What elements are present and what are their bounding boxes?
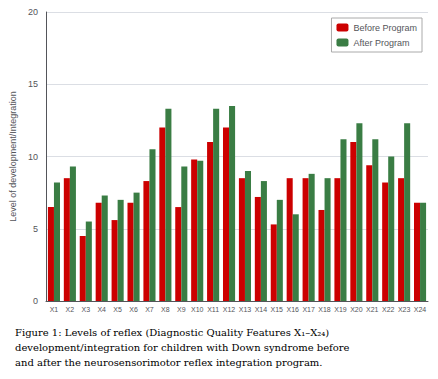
svg-text:10: 10 — [28, 152, 38, 162]
svg-text:X20: X20 — [350, 306, 363, 313]
svg-text:X16: X16 — [286, 306, 299, 313]
svg-text:X21: X21 — [366, 306, 379, 313]
svg-text:15: 15 — [28, 79, 38, 89]
svg-text:X7: X7 — [145, 306, 154, 313]
svg-text:X19: X19 — [334, 306, 347, 313]
svg-text:Level of development/Integrati: Level of development/Integration — [8, 91, 18, 222]
svg-text:X13: X13 — [239, 306, 252, 313]
svg-text:Figure 1: Levels of reflex (Di: Figure 1: Levels of reflex (Diagnostic Q… — [15, 327, 329, 338]
svg-text:X15: X15 — [271, 306, 284, 313]
svg-text:X3: X3 — [82, 306, 91, 313]
svg-text:X8: X8 — [161, 306, 170, 313]
svg-text:X11: X11 — [207, 306, 219, 313]
svg-text:X6: X6 — [129, 306, 138, 313]
svg-text:X1: X1 — [50, 306, 59, 313]
svg-text:Before Program: Before Program — [353, 23, 417, 33]
svg-text:and after the neurosensorimoto: and after the neurosensorimotor reflex i… — [15, 357, 323, 368]
svg-text:X14: X14 — [255, 306, 268, 313]
svg-text:X23: X23 — [398, 306, 411, 313]
svg-text:20: 20 — [28, 7, 38, 17]
svg-text:X10: X10 — [191, 306, 204, 313]
svg-text:X17: X17 — [302, 306, 315, 313]
svg-text:development/integration for ch: development/integration for children wit… — [15, 342, 350, 353]
svg-text:0: 0 — [33, 296, 38, 306]
svg-text:X9: X9 — [177, 306, 186, 313]
svg-text:5: 5 — [33, 224, 38, 234]
svg-text:X24: X24 — [414, 306, 427, 313]
svg-text:X5: X5 — [113, 306, 122, 313]
svg-text:X18: X18 — [318, 306, 331, 313]
svg-text:X2: X2 — [66, 306, 75, 313]
svg-text:X4: X4 — [97, 306, 106, 313]
svg-text:X12: X12 — [223, 306, 236, 313]
svg-text:After Program: After Program — [353, 38, 409, 48]
svg-text:X22: X22 — [382, 306, 395, 313]
